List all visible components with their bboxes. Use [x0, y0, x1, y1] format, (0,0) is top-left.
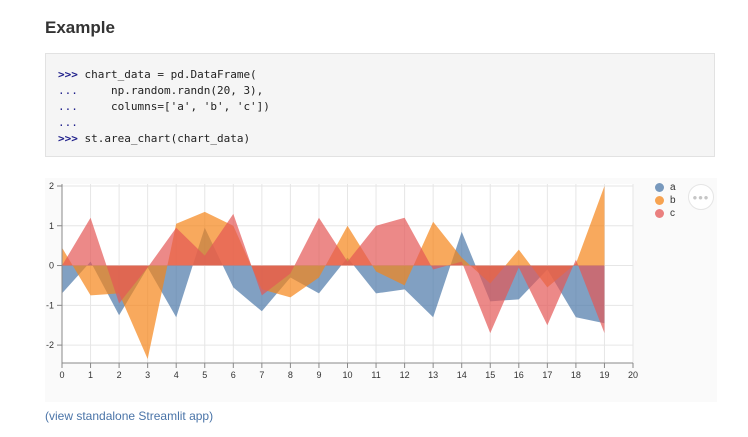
legend-label-a: a — [670, 182, 676, 193]
legend-item-a: a — [655, 181, 676, 194]
y-tick-label: -2 — [46, 340, 54, 350]
legend-swatch-c — [655, 209, 664, 218]
x-tick-label: 9 — [316, 370, 321, 380]
area-series-c — [62, 213, 605, 334]
x-tick-label: 18 — [571, 370, 581, 380]
x-tick-label: 0 — [59, 370, 64, 380]
code-prompt: ... — [58, 100, 78, 113]
code-prompt: ... — [58, 116, 78, 129]
code-line: columns=['a', 'b', 'c']) — [77, 100, 270, 113]
x-tick-label: 8 — [288, 370, 293, 380]
y-tick-label: -1 — [46, 300, 54, 310]
x-tick-label: 19 — [599, 370, 609, 380]
section-heading: Example — [45, 18, 115, 37]
legend-item-c: c — [655, 207, 676, 220]
code-text: >>> chart_data = pd.DataFrame( ... np.ra… — [58, 67, 714, 147]
x-tick-label: 12 — [400, 370, 410, 380]
code-line: np.random.randn(20, 3), — [77, 84, 264, 97]
x-tick-label: 2 — [117, 370, 122, 380]
ellipsis-icon[interactable]: ••• — [688, 184, 714, 210]
code-line: chart_data = pd.DataFrame( — [77, 68, 257, 81]
area-chart-container: 0 1 2 3 4 5 6 7 8 9 10 11 12 13 14 15 16 17 18 19 20 2 1 0 -1 -2 — [45, 178, 717, 402]
legend-label-c: c — [670, 208, 675, 219]
area-series-b — [62, 185, 605, 360]
standalone-app-link[interactable]: (view standalone Streamlit app) — [45, 409, 214, 423]
x-tick-label: 6 — [231, 370, 236, 380]
x-tick-label: 10 — [342, 370, 352, 380]
x-tick-label: 16 — [514, 370, 524, 380]
x-tick-label: 5 — [202, 370, 207, 380]
y-tick-label: 2 — [49, 181, 54, 191]
x-tick-label: 7 — [259, 370, 264, 380]
legend-item-b: b — [655, 194, 676, 207]
legend-swatch-a — [655, 183, 664, 192]
code-example-block: >>> chart_data = pd.DataFrame( ... np.ra… — [45, 53, 715, 157]
x-tick-label: 14 — [457, 370, 467, 380]
x-tick-label: 3 — [145, 370, 150, 380]
chart-legend: a b c — [655, 181, 676, 220]
y-tick-label: 1 — [49, 221, 54, 231]
code-prompt: >>> — [58, 132, 78, 145]
x-tick-label: 20 — [628, 370, 638, 380]
code-prompt: >>> — [58, 68, 78, 81]
x-tick-label: 17 — [542, 370, 552, 380]
code-line: st.area_chart(chart_data) — [77, 132, 251, 145]
x-tick-label: 13 — [428, 370, 438, 380]
x-tick-label: 11 — [371, 370, 380, 380]
legend-swatch-b — [655, 196, 664, 205]
x-tick-label: 1 — [88, 370, 93, 380]
y-tick-label: 0 — [49, 261, 54, 271]
legend-label-b: b — [670, 195, 676, 206]
x-tick-label: 15 — [485, 370, 495, 380]
code-prompt: ... — [58, 84, 78, 97]
x-tick-label: 4 — [174, 370, 179, 380]
